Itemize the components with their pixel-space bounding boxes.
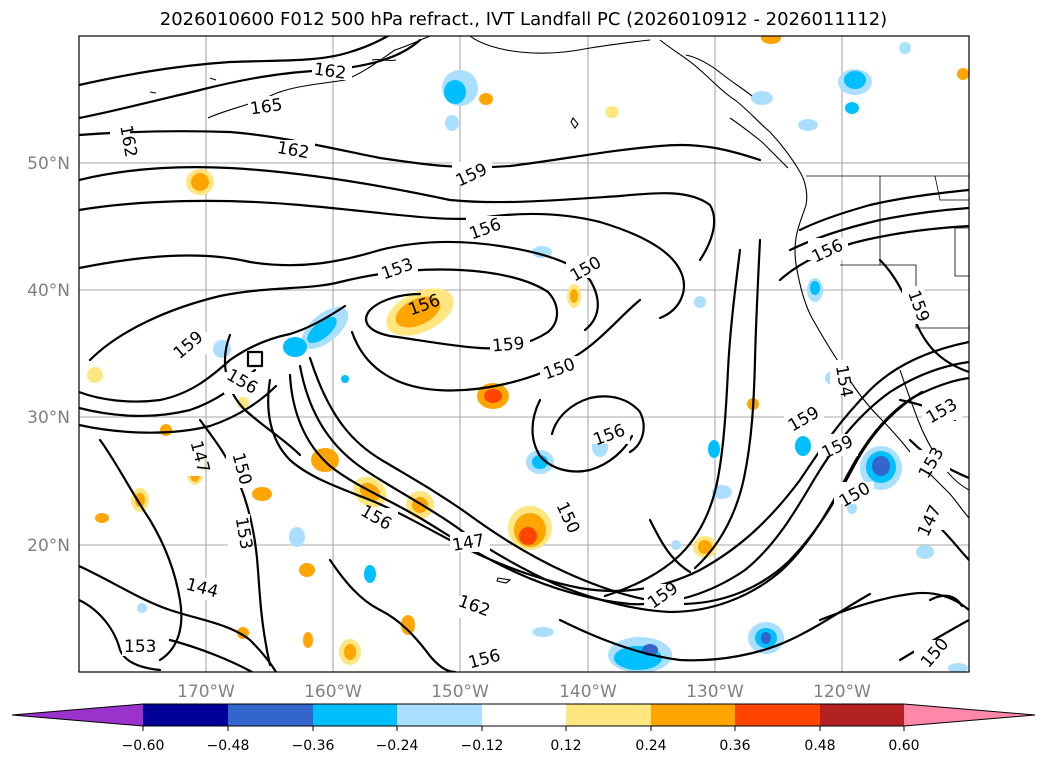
- latitude-labels: 50°N 40°N 30°N 20°N: [27, 154, 70, 556]
- colorbar-segment: [820, 704, 904, 726]
- colorbar-segment: [482, 704, 566, 726]
- lat-label: 30°N: [27, 408, 70, 428]
- lon-label: 150°W: [431, 682, 489, 702]
- lon-label: 130°W: [686, 682, 744, 702]
- colorbar-segment: [228, 704, 313, 726]
- colorbar-tick: 0.60: [888, 738, 919, 754]
- colorbar-extend-max: [904, 704, 1035, 726]
- lon-label: 140°W: [559, 682, 617, 702]
- colorbar-tick: −0.60: [122, 738, 165, 754]
- lat-label: 20°N: [27, 536, 70, 556]
- lon-label: 170°W: [177, 682, 235, 702]
- colorbar-tick: 0.36: [719, 738, 750, 754]
- colorbar-segment: [313, 704, 397, 726]
- colorbar-tick: 0.48: [804, 738, 835, 754]
- map-title: 2026010600 F012 500 hPa refract., IVT La…: [159, 9, 888, 30]
- colorbar-extend-min: [12, 704, 143, 726]
- colorbar-tick: 0.24: [635, 738, 666, 754]
- contour-label: 162: [313, 60, 348, 84]
- lon-label: 160°W: [304, 682, 362, 702]
- colorbar-tick: −0.36: [292, 738, 335, 754]
- lat-label: 40°N: [27, 281, 70, 301]
- ivt-shading: [87, 36, 969, 672]
- colorbar-tick: −0.12: [461, 738, 504, 754]
- colorbar-tick: −0.48: [207, 738, 250, 754]
- colorbar-segment: [397, 704, 482, 726]
- contour-label: 159: [491, 334, 525, 357]
- lon-label: 120°W: [813, 682, 871, 702]
- colorbar-tick: 0.12: [550, 738, 581, 754]
- lat-label: 50°N: [27, 154, 70, 174]
- colorbar-segment: [735, 704, 820, 726]
- colorbar: −0.60 −0.48 −0.36 −0.24 −0.12 0.12 0.24 …: [11, 703, 1036, 754]
- borders: [806, 175, 969, 329]
- colorbar-segment: [143, 704, 228, 726]
- contour-label: 153: [124, 637, 156, 657]
- map-frame: [78, 35, 970, 673]
- colorbar-tick: −0.24: [376, 738, 419, 754]
- colorbar-segment: [566, 704, 651, 726]
- refractivity-contours: [79, 36, 969, 672]
- contour-label: 165: [249, 95, 284, 119]
- colorbar-segment: [651, 704, 735, 726]
- longitude-labels: 170°W 160°W 150°W 140°W 130°W 120°W: [177, 682, 871, 702]
